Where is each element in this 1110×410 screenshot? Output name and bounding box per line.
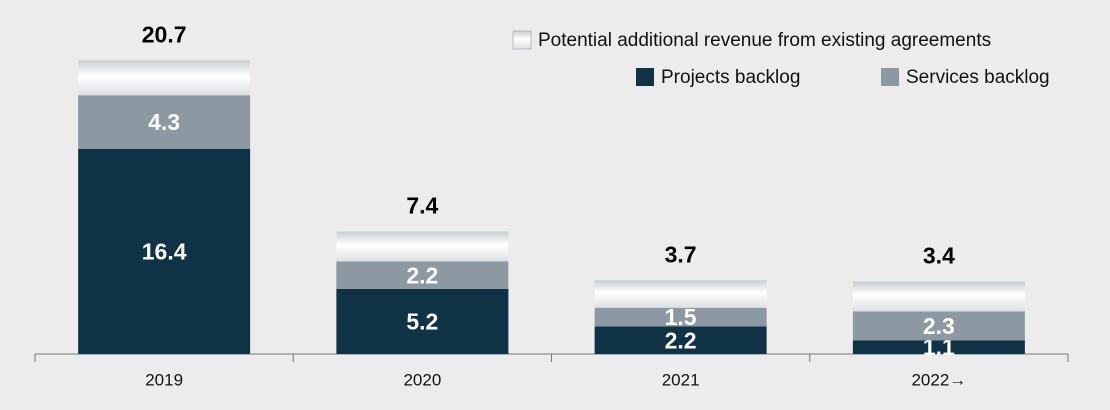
total-label: 20.7 bbox=[142, 21, 187, 47]
legend-swatch bbox=[881, 68, 899, 86]
legend-swatch bbox=[512, 30, 532, 50]
total-label: 3.7 bbox=[665, 241, 697, 267]
legend-swatch bbox=[636, 68, 654, 86]
data-label: 2.2 bbox=[406, 262, 438, 288]
bar-segment bbox=[78, 149, 251, 354]
legend-label: Potential additional revenue from existi… bbox=[538, 30, 991, 51]
x-tick-label: 2021 bbox=[662, 370, 700, 389]
data-label: 1.5 bbox=[665, 304, 697, 330]
bar-segment bbox=[594, 280, 767, 308]
bar-segment bbox=[852, 281, 1025, 312]
bar-segment bbox=[78, 95, 251, 149]
bar-segment bbox=[336, 289, 509, 354]
x-tick-label: 2019 bbox=[145, 370, 183, 389]
data-label: 16.4 bbox=[142, 239, 187, 265]
bar-segment bbox=[336, 231, 509, 262]
legend-label: Projects backlog bbox=[661, 67, 800, 88]
data-label: 4.3 bbox=[148, 109, 180, 135]
bar-segment bbox=[852, 340, 1025, 354]
bar-segment bbox=[336, 261, 509, 289]
data-label: 2.2 bbox=[665, 327, 697, 353]
total-label: 7.4 bbox=[406, 193, 438, 219]
legend-label: Services backlog bbox=[906, 67, 1050, 88]
x-tick-label: 2022→ bbox=[911, 370, 966, 389]
total-label: 3.4 bbox=[923, 243, 955, 269]
x-tick-label: 2020 bbox=[403, 370, 441, 389]
bar-segment bbox=[594, 326, 767, 354]
bar-segment bbox=[852, 311, 1025, 341]
bar-segment bbox=[594, 307, 767, 327]
data-label: 2.3 bbox=[923, 313, 955, 339]
bar-segment bbox=[78, 60, 251, 96]
data-label: 5.2 bbox=[406, 309, 438, 335]
